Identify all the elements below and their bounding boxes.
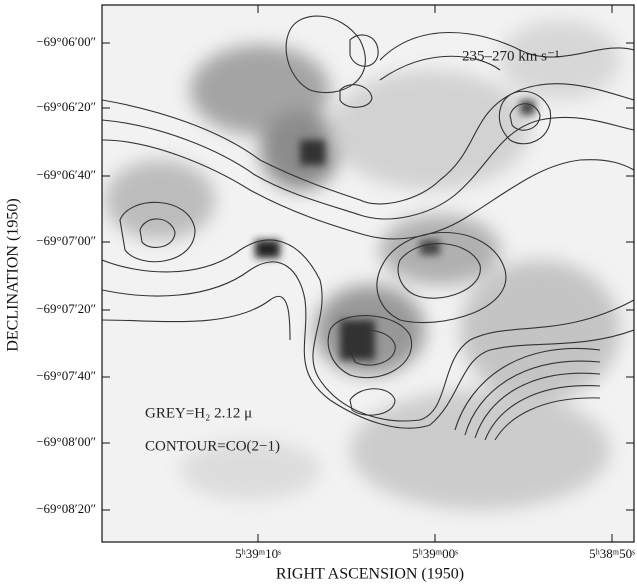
y-tick-label: −69°06′00″ bbox=[36, 34, 96, 49]
figure: 235–270 km s⁻¹ GREY=H₂ 2.12 μ CONTOUR=CO… bbox=[0, 0, 637, 586]
y-axis-label: DECLINATION (1950) bbox=[5, 198, 22, 351]
x-tick-label: 5ʰ39ᵐ00ˢ bbox=[412, 546, 458, 561]
image bbox=[102, 5, 634, 542]
y-tick-label: −69°06′20″ bbox=[36, 99, 96, 114]
x-tick-label: 5ʰ38ᵐ50ˢ bbox=[589, 546, 635, 561]
y-tick-label: −69°07′40″ bbox=[36, 368, 96, 383]
y-tick-label: −69°07′00″ bbox=[36, 233, 96, 248]
y-tick-label: −69°08′20″ bbox=[36, 501, 96, 516]
grey-label: GREY=H₂ 2.12 μ bbox=[145, 405, 252, 421]
y-tick-label: −69°08′00″ bbox=[36, 434, 96, 449]
y-tick-label: −69°07′20″ bbox=[36, 301, 96, 316]
x-tick-label: 5ʰ39ᵐ10ˢ bbox=[235, 546, 281, 561]
contour-label: CONTOUR=CO(2−1) bbox=[145, 438, 280, 454]
x-axis-label: RIGHT ASCENSION (1950) bbox=[276, 566, 464, 583]
y-tick-label: −69°06′40″ bbox=[36, 167, 96, 182]
velocity-label: 235–270 km s⁻¹ bbox=[462, 48, 559, 64]
